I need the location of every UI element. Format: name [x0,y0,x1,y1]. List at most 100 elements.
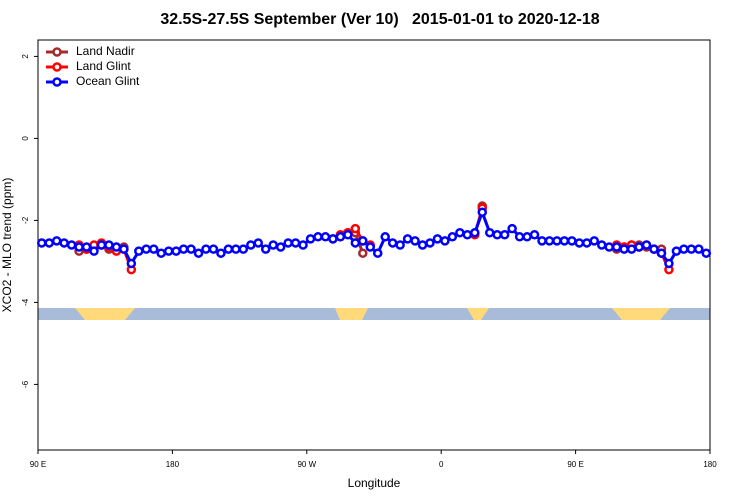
series-point [126,258,137,269]
series-point [171,246,181,256]
series-point [589,236,600,246]
series-point [477,207,488,217]
x-tick-label: 90 E [30,460,46,469]
legend-label: Ocean Glint [76,74,140,88]
series-point [455,227,465,238]
series-point [686,244,697,254]
series-point [246,240,256,250]
series-point [567,236,577,246]
series-point [305,234,316,244]
series-point [395,240,405,250]
series-point [148,244,159,254]
series-point [484,227,495,238]
y-axis-label: XCO2 - MLO trend (ppm) [0,178,14,313]
series-point [81,242,92,252]
series-point [596,240,607,250]
series-point [425,238,435,248]
series-point [119,244,129,254]
series-point [537,236,547,246]
series-point [343,230,353,240]
series-point [365,242,376,252]
series-point [36,238,47,248]
series-point [141,244,152,254]
series-point [328,234,338,244]
series-point [679,244,689,254]
series [36,207,712,269]
series-point [372,248,383,258]
legend-marker [52,47,62,57]
series-point [410,236,420,246]
land-patch [335,308,368,320]
series-point [574,238,585,248]
series-point [619,244,629,254]
series-point [134,246,144,256]
series-point [402,234,413,244]
series-point [193,248,204,258]
series-point [499,230,510,240]
series-point [552,236,562,246]
x-axis-label: Longitude [348,476,401,490]
series [74,203,674,275]
series-point [216,248,226,258]
series-point [649,244,659,254]
series-point [66,240,77,250]
series-point [275,242,286,252]
y-tick-label: 2 [21,54,30,59]
series-point [44,238,54,248]
series-point [96,240,107,250]
series-point [104,240,114,250]
series-point [611,242,622,252]
land-patch [75,308,135,320]
ocean-band [38,308,710,320]
series-point [656,248,667,258]
series-point [626,244,637,254]
series-point [253,238,264,248]
series-point [380,232,390,242]
series-point [231,244,241,254]
series-point [358,236,368,246]
legend-marker [52,62,62,72]
y-tick-label: -2 [21,216,30,224]
series-point [641,240,652,250]
series-point [350,238,361,248]
y-tick-label: -6 [21,380,30,388]
series-point [268,240,278,250]
land-patch [467,308,489,320]
series-point [313,232,323,242]
series-point [51,236,62,246]
series-point [89,246,99,256]
series-point [186,244,196,254]
series-point [447,232,458,242]
series-point [701,248,712,258]
land-mask [38,308,710,320]
series-point [507,223,517,234]
series-point [163,246,174,256]
series-point [604,242,614,252]
series-point [522,232,532,242]
series-point [59,238,69,248]
series-point [350,223,361,234]
legend-marker [52,77,62,87]
series-point [178,244,189,254]
series-point [559,236,570,246]
series-point [470,227,480,238]
x-tick-label: 180 [166,460,180,469]
series-point [671,246,682,256]
series-point [440,236,450,246]
y-tick-label: 0 [21,136,30,141]
x-tick-label: 180 [703,460,717,469]
series-point [358,248,368,258]
series-point [201,244,211,254]
series-point [238,244,249,254]
x-tick-label: 0 [439,460,444,469]
x-tick-label: 90 E [567,460,583,469]
chart-title: 32.5S-27.5S September (Ver 10) 2015-01-0… [160,11,599,28]
series-point [283,238,293,248]
series-point [260,244,271,254]
series-point [529,230,540,240]
series-point [664,258,674,269]
series-point [492,230,502,240]
land-patch [612,308,670,320]
